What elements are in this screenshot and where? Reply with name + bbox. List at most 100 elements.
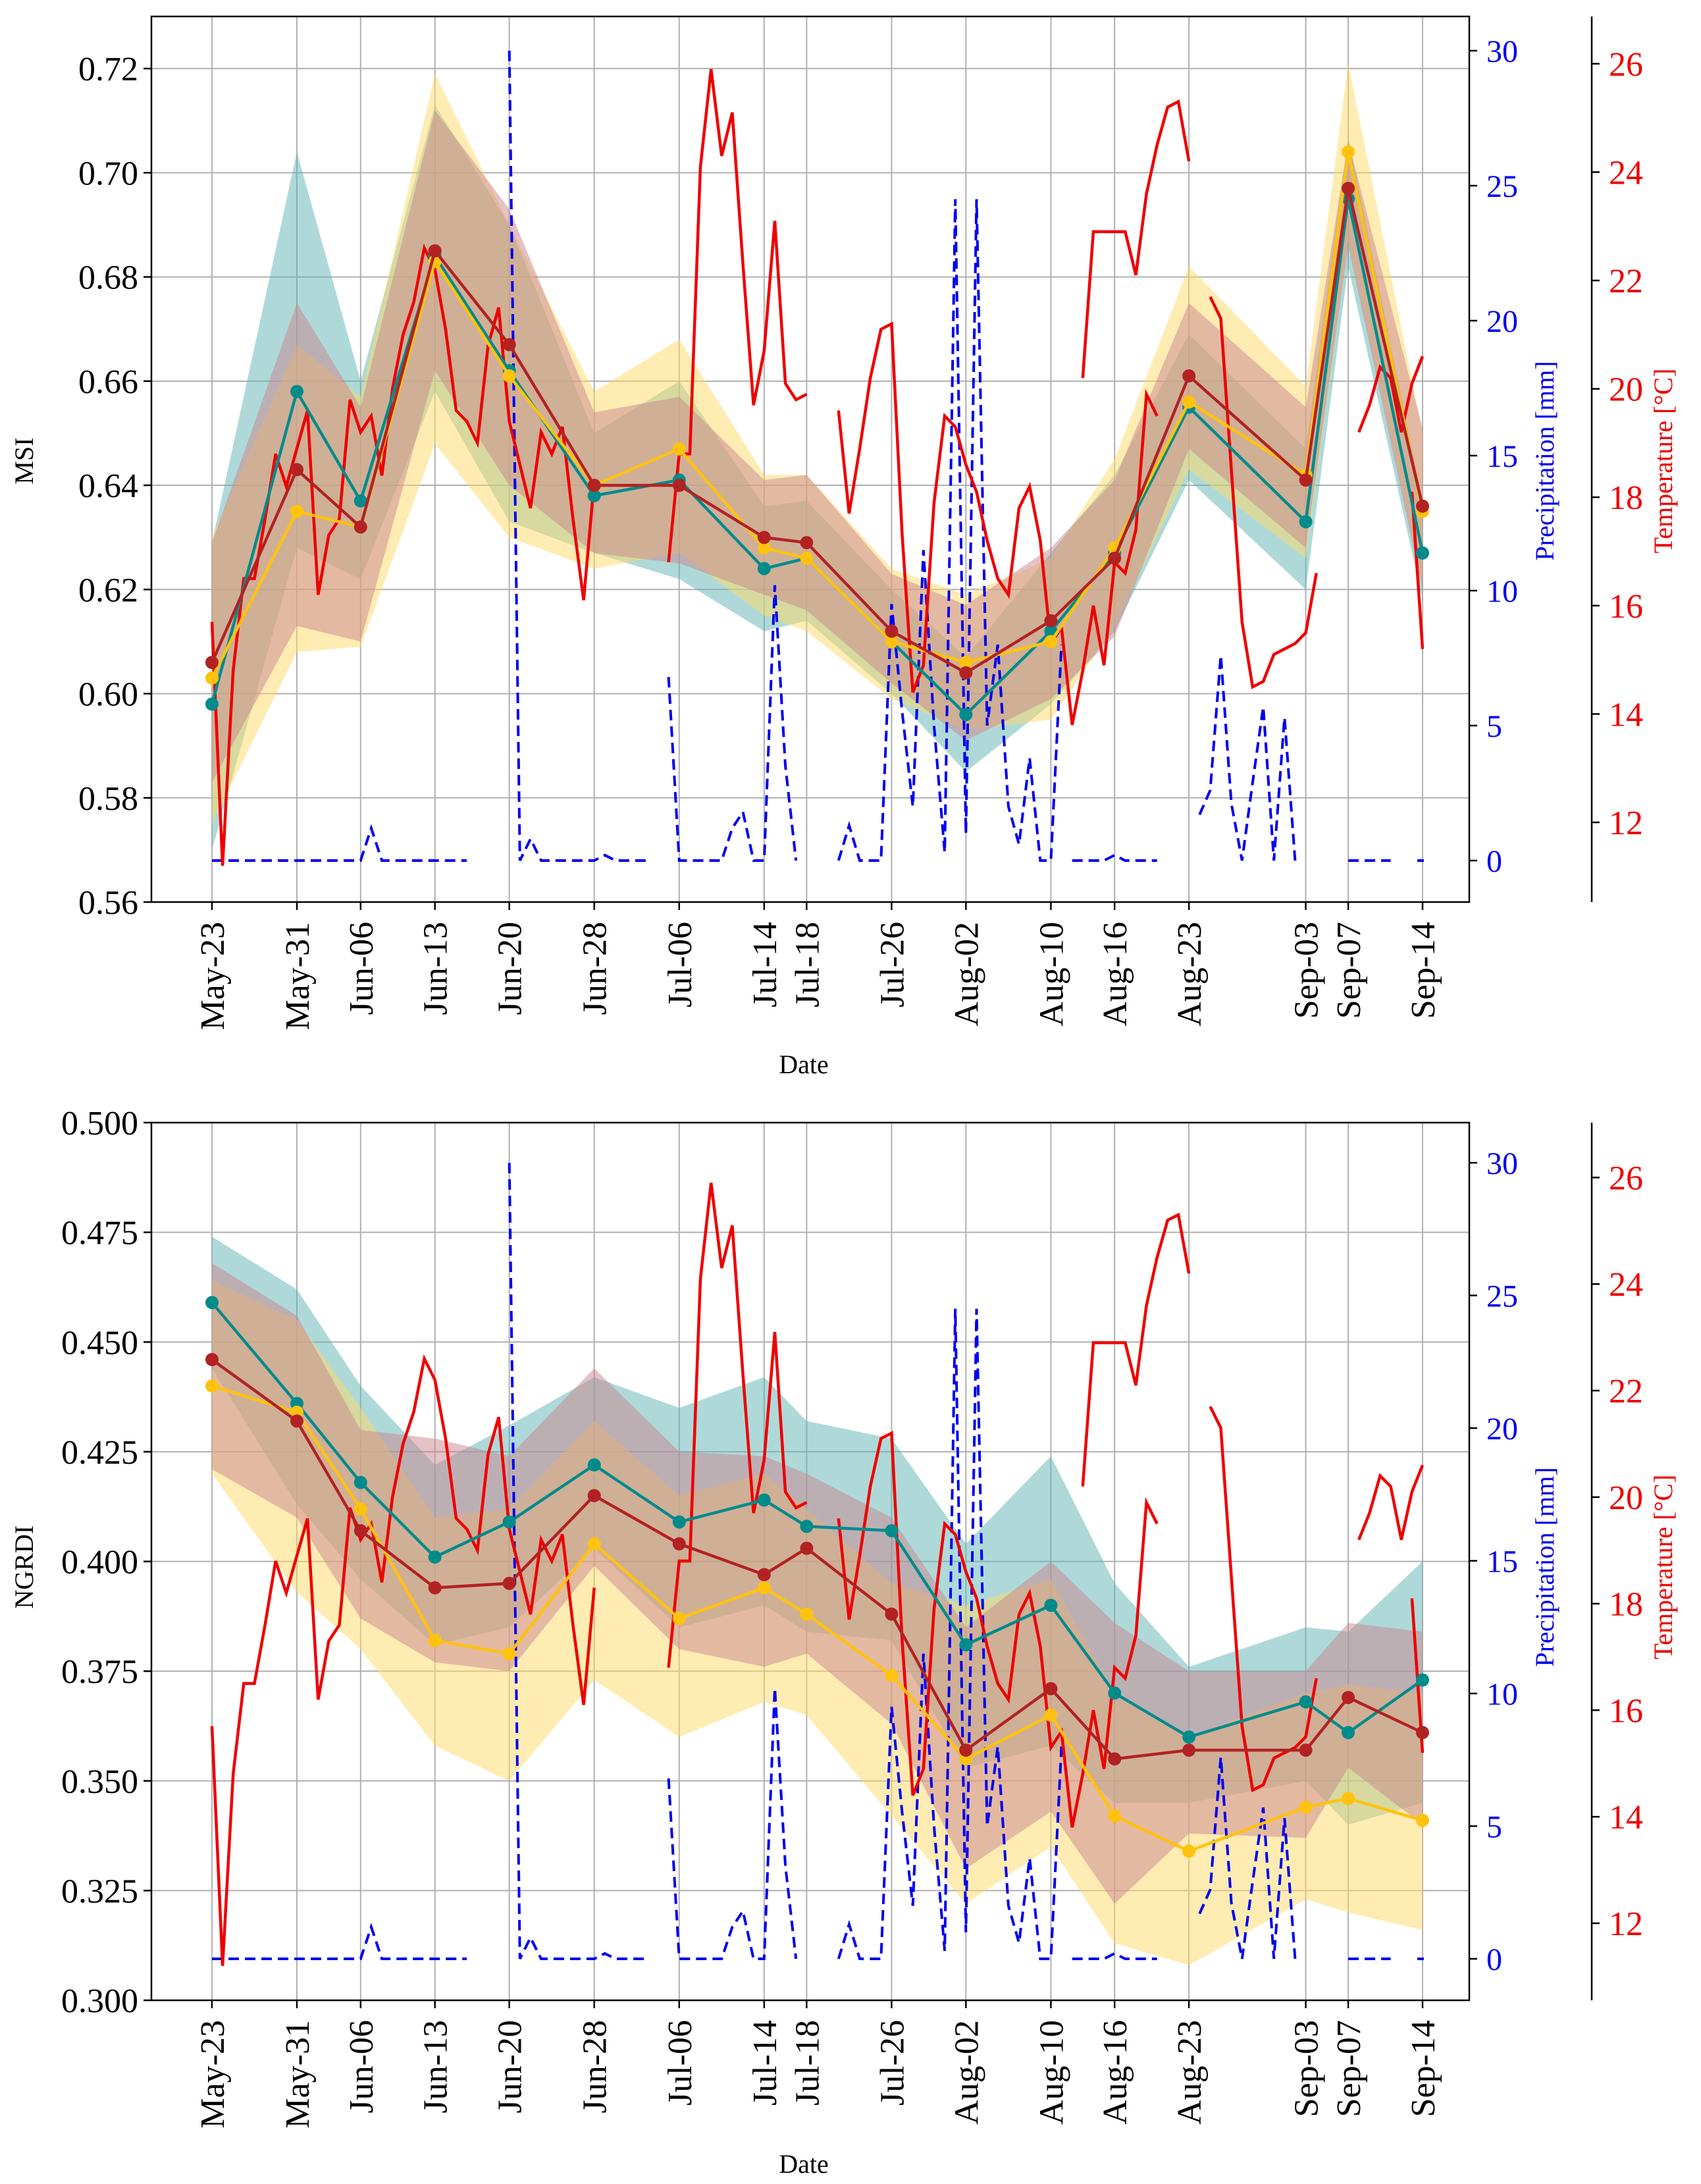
- data-point-red: [1044, 614, 1058, 627]
- y-tick-label: 0.375: [61, 1653, 138, 1691]
- x-tick-label: May-31: [279, 2020, 317, 2129]
- precip-tick-label: 20: [1486, 304, 1518, 339]
- data-point-gold: [1044, 1708, 1058, 1722]
- x-tick-label: Jul-14: [746, 922, 784, 1007]
- data-point-teal: [428, 1550, 442, 1564]
- data-point-red: [1299, 473, 1313, 487]
- data-point-red: [885, 1607, 899, 1621]
- data-point-teal: [1299, 515, 1313, 529]
- data-point-gold: [502, 1647, 516, 1661]
- y-tick-label: 0.72: [78, 51, 138, 88]
- temp-tick-label: 16: [1609, 1692, 1643, 1730]
- temp-segment: [667, 68, 808, 563]
- temp-tick-label: 14: [1609, 1799, 1643, 1836]
- precip-segment: [212, 1923, 467, 1960]
- data-point-red: [205, 1352, 219, 1366]
- temp-segment: [1081, 99, 1191, 379]
- panel-msi: MSI Date Precipitation [mm] Temperature …: [9, 15, 1678, 1079]
- x-axis-title-msi: Date: [779, 1050, 829, 1079]
- series-red: [205, 1352, 1429, 1766]
- x-tick-label: Jul-18: [789, 2020, 826, 2106]
- temp-tick-label: 20: [1609, 1479, 1643, 1517]
- data-point-gold: [1299, 1800, 1313, 1814]
- x-tick-label: Jun-28: [577, 2020, 614, 2114]
- temp-tick-label: 12: [1609, 1905, 1643, 1943]
- temp-segment: [210, 1354, 596, 1966]
- data-point-teal: [1182, 1730, 1196, 1744]
- data-point-teal: [757, 1493, 771, 1507]
- x-tick-label: Jul-26: [874, 922, 911, 1007]
- temperature-line: [210, 68, 1425, 866]
- data-point-red: [959, 1744, 973, 1757]
- y-tick-label: 0.64: [78, 467, 138, 505]
- data-point-red: [885, 624, 899, 638]
- data-point-gold: [587, 1537, 601, 1551]
- x-tick-label: Jul-06: [662, 2020, 699, 2106]
- data-point-red: [1108, 551, 1122, 565]
- data-point-teal: [1342, 1726, 1355, 1740]
- data-point-gold: [757, 1581, 771, 1595]
- data-point-red: [353, 1524, 367, 1537]
- data-point-red: [205, 656, 219, 670]
- data-point-gold: [885, 635, 899, 649]
- data-point-gold: [205, 1379, 219, 1393]
- precip-tick-label: 5: [1486, 709, 1502, 744]
- x-tick-label: Sep-03: [1288, 2020, 1326, 2117]
- y-tick-label: 0.58: [78, 780, 138, 818]
- data-point-gold: [1108, 1809, 1122, 1823]
- data-point-red: [672, 479, 686, 493]
- x-tick-label: Jun-06: [343, 922, 380, 1015]
- y-tick-label: 0.56: [78, 884, 138, 922]
- x-tick-label: Sep-14: [1405, 2020, 1442, 2117]
- data-point-gold: [672, 442, 686, 456]
- precip-tick-label: 25: [1486, 1279, 1518, 1314]
- x-axis-title-ngrdi: Date: [779, 2149, 829, 2179]
- y-tick-label: 0.66: [78, 363, 138, 401]
- data-point-teal: [1416, 546, 1429, 560]
- data-point-red: [290, 1414, 303, 1428]
- temperature-line: [210, 1183, 1425, 1966]
- data-point-teal: [1416, 1673, 1429, 1687]
- y-tick-label: 0.475: [61, 1215, 138, 1252]
- x-tick-label: Jul-14: [746, 2020, 784, 2106]
- x-tick-label: Aug-23: [1171, 922, 1209, 1026]
- temp-tick-label: 26: [1609, 46, 1643, 84]
- y-tick-label: 0.62: [78, 572, 138, 609]
- data-point-red: [1182, 369, 1196, 383]
- y-axis-title-ngrdi: NGRDI: [9, 1526, 39, 1609]
- data-point-gold: [800, 1607, 814, 1621]
- data-point-red: [757, 531, 771, 545]
- data-point-teal: [885, 1524, 899, 1537]
- data-point-gold: [1342, 145, 1355, 159]
- x-tick-label: Sep-14: [1405, 922, 1442, 1019]
- temp-axis-title-msi: Temperature [°C]: [1648, 369, 1678, 554]
- y-axis-title-msi: MSI: [9, 437, 39, 484]
- temp-axis-title-ngrdi: Temperature [°C]: [1648, 1475, 1678, 1660]
- temp-segment: [1357, 1464, 1425, 1541]
- data-point-gold: [1342, 1792, 1355, 1805]
- data-point-gold: [290, 504, 303, 518]
- data-point-teal: [502, 1515, 516, 1529]
- x-tick-label: Jul-26: [874, 2020, 911, 2106]
- data-point-red: [1342, 1691, 1355, 1705]
- x-tick-label: Aug-16: [1097, 922, 1134, 1026]
- temp-tick-label: 18: [1609, 1586, 1643, 1624]
- precip-segment: [1198, 1757, 1297, 1959]
- data-point-teal: [205, 1296, 219, 1310]
- precip-tick-label: 30: [1486, 1146, 1518, 1181]
- data-point-gold: [353, 1502, 367, 1516]
- precip-segment: [508, 50, 648, 862]
- temp-tick-label: 22: [1609, 263, 1643, 300]
- data-point-gold: [502, 369, 516, 383]
- data-point-teal: [672, 1515, 686, 1529]
- x-tick-label: Aug-10: [1033, 2020, 1070, 2125]
- x-tick-label: Jun-28: [577, 922, 614, 1015]
- data-point-teal: [959, 708, 973, 722]
- temp-tick-label: 22: [1609, 1373, 1643, 1410]
- data-point-teal: [587, 489, 601, 502]
- data-point-red: [959, 666, 973, 679]
- precip-tick-label: 15: [1486, 1545, 1518, 1580]
- precipitation-line: [212, 1162, 1425, 1960]
- data-point-teal: [353, 1476, 367, 1489]
